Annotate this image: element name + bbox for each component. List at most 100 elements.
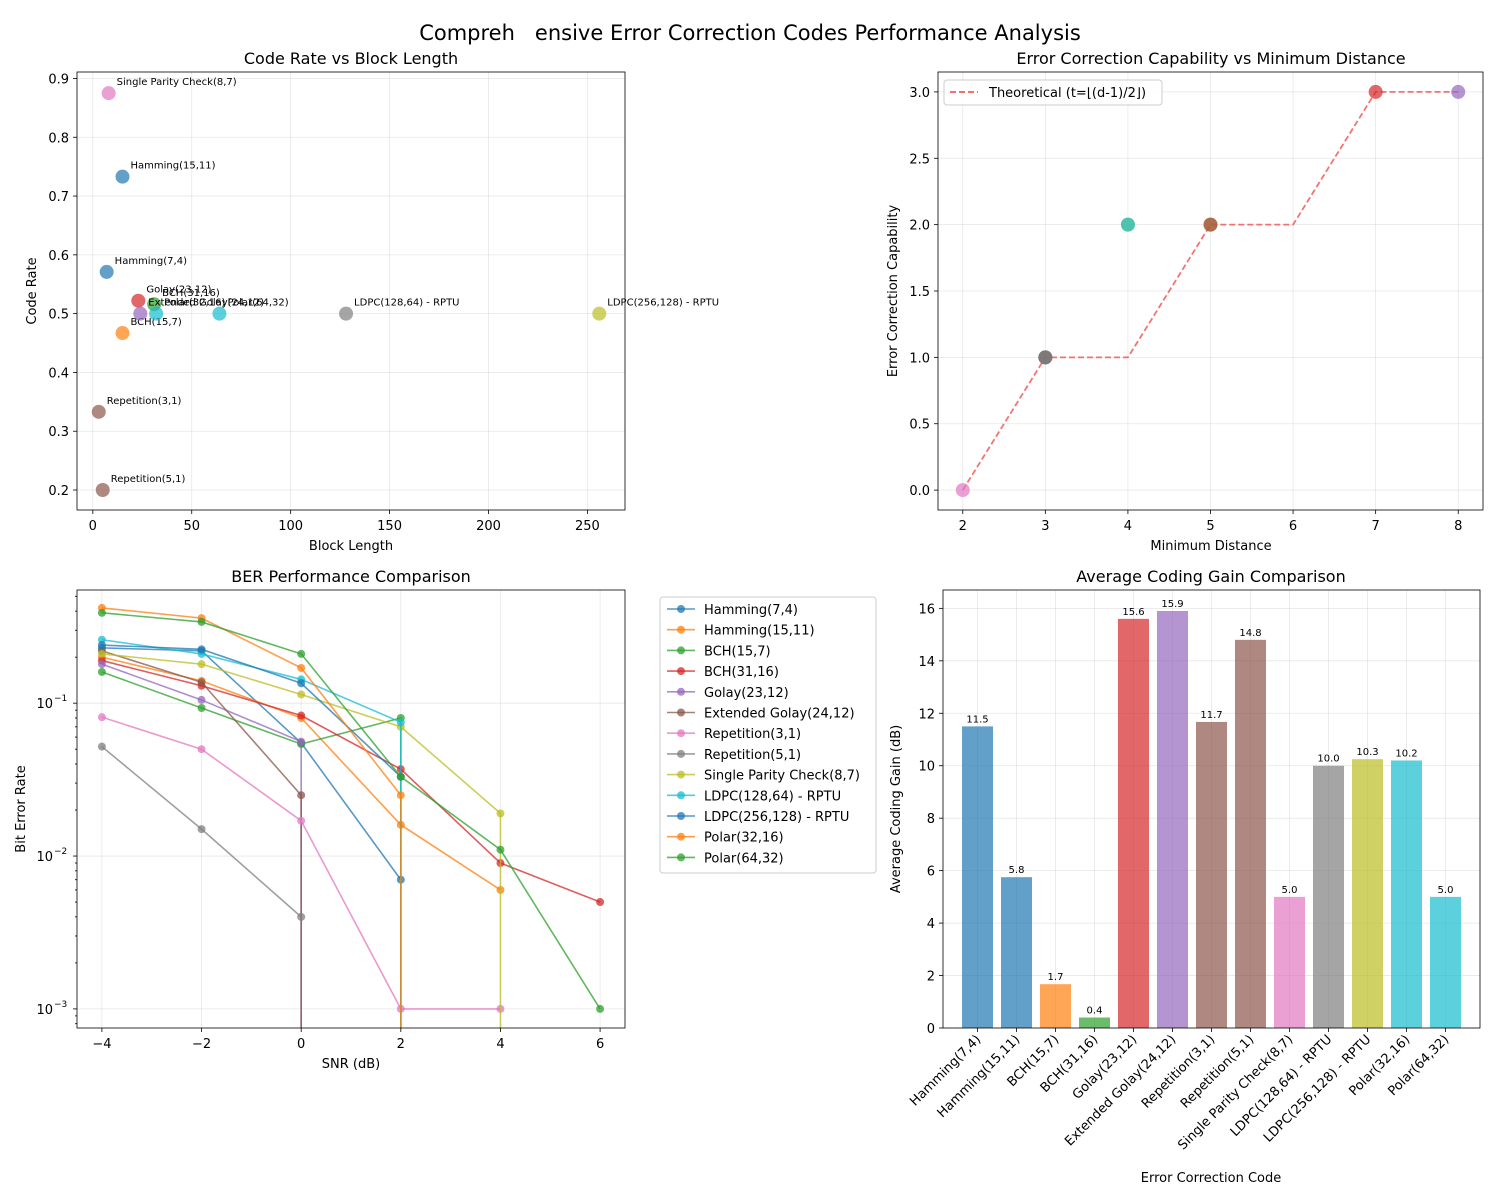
- y-tick-label: 2: [927, 970, 935, 985]
- data-point: [115, 169, 130, 184]
- data-point: [131, 293, 146, 308]
- series-marker: [596, 1004, 605, 1013]
- bar: [1196, 721, 1227, 1028]
- series-marker: [197, 678, 206, 687]
- series-line: [101, 650, 302, 1028]
- y-axis-label: Bit Error Rate: [14, 765, 29, 852]
- series-marker: [97, 667, 106, 676]
- bar: [1118, 618, 1149, 1028]
- data-point: [1038, 350, 1053, 365]
- axis-ticks: 0 50 100 150 200 250 0.2 0.3 0.4 0.5 0.6 0.7 0.8 0.9: [48, 72, 600, 534]
- legend-label: LDPC(128,64) - RPTU: [704, 789, 841, 804]
- panel-title: BER Performance Comparison: [231, 567, 471, 586]
- legend-label: Hamming(15,11): [704, 624, 815, 639]
- series-marker: [596, 898, 605, 907]
- scatter-points: [955, 84, 1466, 498]
- bar-value-label: 11.7: [1200, 710, 1222, 721]
- series-line: [101, 638, 402, 1028]
- series-marker: [197, 703, 206, 712]
- scatter-points: Hamming(7,4) Hamming(15,11) BCH(15,7) BCH(3…: [91, 77, 719, 498]
- y-axis-label: Code Rate: [25, 257, 40, 324]
- plot-area: [937, 71, 1484, 511]
- x-tick-label: 150: [377, 519, 402, 534]
- legend-label: BCH(15,7): [704, 644, 771, 659]
- legend-label: BCH(31,16): [704, 665, 779, 680]
- panel-code-rate: Code Rate vs Block Length Block Length C…: [25, 49, 719, 554]
- data-point: [115, 326, 130, 341]
- point-annotation: LDPC(256,128) - RPTU: [607, 298, 719, 309]
- x-tick-label: 6: [596, 1037, 604, 1052]
- y-tick-label: 10: [918, 760, 935, 775]
- series-marker: [396, 791, 405, 800]
- series-marker: [197, 660, 206, 669]
- legend-label: LDPC(256,128) - RPTU: [704, 810, 849, 825]
- series-line: [101, 647, 402, 881]
- y-tick-label: 0.5: [909, 418, 930, 433]
- legend-marker: [677, 708, 685, 717]
- x-tick-label: 8: [1454, 519, 1462, 534]
- point-annotation: Golay(23,12): [146, 285, 211, 296]
- bar-value-label: 14.8: [1239, 628, 1261, 639]
- bar: [1391, 760, 1422, 1028]
- series-marker: [297, 663, 306, 672]
- data-point: [99, 264, 114, 279]
- axis-ticks: −4 −2 0 2 4 610−310−210−1: [36, 595, 604, 1052]
- series-marker: [297, 912, 306, 921]
- plot-area: [76, 71, 626, 511]
- x-tick-label: Hamming(7,4): [907, 1032, 984, 1109]
- x-tick-label: 0: [297, 1037, 305, 1052]
- bar-value-label: 5.0: [1438, 885, 1454, 896]
- y-tick-label: 10: [36, 850, 53, 865]
- bar-value-label: 5.0: [1282, 885, 1298, 896]
- x-tick-label: 50: [183, 519, 200, 534]
- legend-label: Polar(32,16): [704, 831, 784, 846]
- bars: 11.5 5.8 1.7 0.4 15.6 15.9 11.7 14.8 5.0 10.0 10.3…: [962, 599, 1461, 1028]
- x-axis-label: SNR (dB): [322, 1057, 380, 1072]
- series-marker: [97, 742, 106, 751]
- legend-marker: [677, 812, 685, 820]
- series-marker: [97, 713, 106, 722]
- series-line: [101, 659, 601, 903]
- legend-label: Repetition(5,1): [704, 748, 801, 763]
- bar: [1157, 610, 1188, 1028]
- point-annotation: Repetition(3,1): [107, 396, 182, 407]
- data-point: [1203, 217, 1218, 232]
- y-tick-label: 0.2: [48, 484, 69, 499]
- bar-value-label: 5.8: [1009, 865, 1025, 876]
- series-marker: [496, 809, 505, 818]
- legend-marker: [677, 605, 685, 613]
- x-tick-label: −2: [192, 1037, 211, 1052]
- point-annotation: BCH(31,16): [162, 288, 220, 299]
- series-marker: [297, 649, 306, 658]
- legend-marker: [677, 625, 685, 634]
- legend-marker: [677, 791, 685, 800]
- y-tick-exponent: −1: [54, 694, 67, 704]
- axis-ticks: 2 3 4 5 6 7 8 0.0 0.5 1.0 1.5 2.0 2.5 3.0: [909, 86, 1462, 534]
- series-marker: [197, 695, 206, 704]
- y-tick-label: 2.0: [909, 219, 930, 234]
- bar: [1040, 984, 1071, 1028]
- x-tick-label: 5: [1206, 519, 1214, 534]
- legend-label: Hamming(7,4): [704, 603, 798, 618]
- x-tick-label: 6: [1289, 519, 1297, 534]
- point-annotation: Repetition(5,1): [111, 474, 186, 485]
- y-tick-label: 8: [927, 812, 935, 827]
- y-axis-label: Average Coding Gain (dB): [889, 725, 904, 893]
- grid: [77, 72, 625, 510]
- data-point: [1120, 217, 1135, 232]
- y-tick-label: 0.6: [48, 249, 69, 264]
- bar-value-label: 1.7: [1048, 972, 1064, 983]
- panel-title: Average Coding Gain Comparison: [1076, 567, 1345, 586]
- legend-marker: [677, 687, 685, 696]
- legend-marker: [677, 646, 685, 655]
- y-tick-label: 12: [918, 707, 935, 722]
- y-tick-exponent: −3: [54, 1000, 67, 1010]
- bar-value-label: 10.3: [1356, 747, 1378, 758]
- legend: Hamming(7,4) Hamming(15,11) BCH(15,7) BCH(3…: [659, 596, 877, 874]
- y-tick-label: 14: [918, 655, 935, 670]
- legend-marker: [677, 667, 685, 676]
- y-tick-label: 10: [36, 1003, 53, 1018]
- bar: [1001, 877, 1032, 1028]
- series-line: [101, 644, 402, 778]
- y-tick-label: 10: [36, 697, 53, 712]
